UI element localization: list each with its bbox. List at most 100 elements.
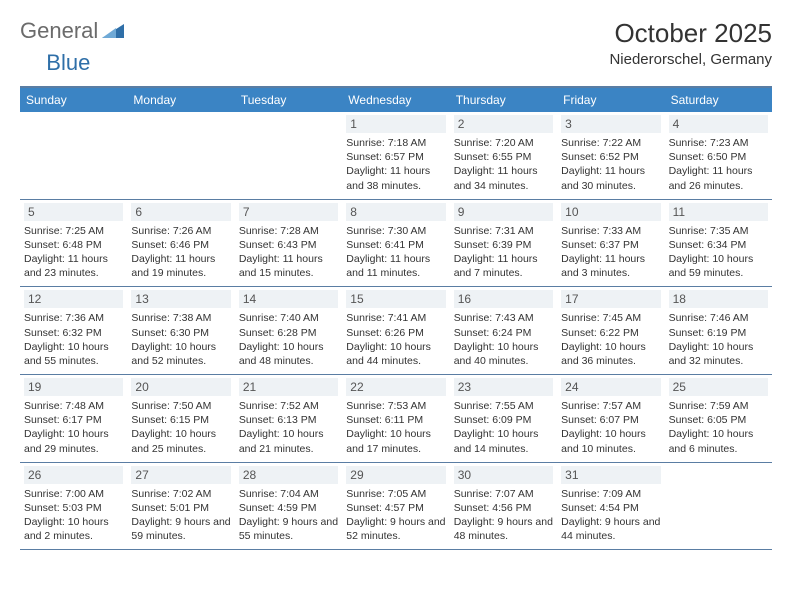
daylight-line: Daylight: 10 hours and 2 minutes. — [24, 515, 123, 543]
sunset-line: Sunset: 6:57 PM — [346, 150, 445, 164]
day-cell: 25Sunrise: 7:59 AMSunset: 6:05 PMDayligh… — [665, 375, 772, 462]
sunset-line: Sunset: 6:46 PM — [131, 238, 230, 252]
daylight-line: Daylight: 10 hours and 10 minutes. — [561, 427, 660, 455]
sunset-line: Sunset: 6:34 PM — [669, 238, 768, 252]
day-details: Sunrise: 7:23 AMSunset: 6:50 PMDaylight:… — [669, 136, 768, 193]
daylight-line: Daylight: 10 hours and 32 minutes. — [669, 340, 768, 368]
sunrise-line: Sunrise: 7:33 AM — [561, 224, 660, 238]
sunset-line: Sunset: 6:48 PM — [24, 238, 123, 252]
day-cell: 13Sunrise: 7:38 AMSunset: 6:30 PMDayligh… — [127, 287, 234, 374]
day-details: Sunrise: 7:26 AMSunset: 6:46 PMDaylight:… — [131, 224, 230, 281]
sunset-line: Sunset: 6:41 PM — [346, 238, 445, 252]
day-cell: 2Sunrise: 7:20 AMSunset: 6:55 PMDaylight… — [450, 112, 557, 199]
day-number: 13 — [131, 290, 230, 308]
day-cell: 18Sunrise: 7:46 AMSunset: 6:19 PMDayligh… — [665, 287, 772, 374]
day-number: 11 — [669, 203, 768, 221]
sunset-line: Sunset: 6:37 PM — [561, 238, 660, 252]
sunset-line: Sunset: 6:43 PM — [239, 238, 338, 252]
day-cell: 17Sunrise: 7:45 AMSunset: 6:22 PMDayligh… — [557, 287, 664, 374]
day-cell: 31 Sunrise: 7:09 AMSunset: 4:54 PMDayligh… — [557, 463, 664, 550]
day-cell: 6Sunrise: 7:26 AMSunset: 6:46 PMDaylight… — [127, 200, 234, 287]
day-number: 22 — [346, 378, 445, 396]
sunset-line: Sunset: 6:55 PM — [454, 150, 553, 164]
sunrise-line: Sunrise: 7:00 AM — [24, 487, 123, 501]
daylight-line: Daylight: 11 hours and 30 minutes. — [561, 164, 660, 192]
daylight-line: Daylight: 9 hours and 59 minutes. — [131, 515, 230, 543]
day-cell: 9Sunrise: 7:31 AMSunset: 6:39 PMDaylight… — [450, 200, 557, 287]
day-cell: 30Sunrise: 7:07 AMSunset: 4:56 PMDayligh… — [450, 463, 557, 550]
sunset-line: Sunset: 6:17 PM — [24, 413, 123, 427]
day-details: Sunrise: 7:48 AMSunset: 6:17 PMDaylight:… — [24, 399, 123, 456]
day-cell: 27Sunrise: 7:02 AMSunset: 5:01 PMDayligh… — [127, 463, 234, 550]
sunset-line: Sunset: 6:52 PM — [561, 150, 660, 164]
sunset-line: Sunset: 5:03 PM — [24, 501, 123, 515]
sunset-line: Sunset: 6:26 PM — [346, 326, 445, 340]
sunset-line: Sunset: 6:05 PM — [669, 413, 768, 427]
brand-text-blue: Blue — [46, 50, 90, 76]
day-details: Sunrise: 7:25 AMSunset: 6:48 PMDaylight:… — [24, 224, 123, 281]
day-cell — [20, 112, 127, 199]
daylight-line: Daylight: 10 hours and 36 minutes. — [561, 340, 660, 368]
sunset-line: Sunset: 4:56 PM — [454, 501, 553, 515]
week-row: 26Sunrise: 7:00 AMSunset: 5:03 PMDayligh… — [20, 463, 772, 551]
day-number: 23 — [454, 378, 553, 396]
weekday-wednesday: Wednesday — [342, 88, 449, 112]
week-row: 5 Sunrise: 7:25 AMSunset: 6:48 PMDaylight… — [20, 200, 772, 288]
sunrise-line: Sunrise: 7:28 AM — [239, 224, 338, 238]
day-cell: 22 Sunrise: 7:53 AMSunset: 6:11 PMDayligh… — [342, 375, 449, 462]
title-block: October 2025 Niederorschel, Germany — [609, 18, 772, 68]
daylight-line: Daylight: 9 hours and 52 minutes. — [346, 515, 445, 543]
sunrise-line: Sunrise: 7:07 AM — [454, 487, 553, 501]
day-cell — [235, 112, 342, 199]
day-details: Sunrise: 7:50 AMSunset: 6:15 PMDaylight:… — [131, 399, 230, 456]
sunset-line: Sunset: 6:28 PM — [239, 326, 338, 340]
day-cell: 3Sunrise: 7:22 AMSunset: 6:52 PMDaylight… — [557, 112, 664, 199]
sunrise-line: Sunrise: 7:02 AM — [131, 487, 230, 501]
sunrise-line: Sunrise: 7:59 AM — [669, 399, 768, 413]
day-number: 24 — [561, 378, 660, 396]
weekday-sunday: Sunday — [20, 88, 127, 112]
day-details: Sunrise: 7:20 AMSunset: 6:55 PMDaylight:… — [454, 136, 553, 193]
daylight-line: Daylight: 10 hours and 21 minutes. — [239, 427, 338, 455]
day-number: 1 — [346, 115, 445, 133]
day-number: 29 — [346, 466, 445, 484]
weekday-thursday: Thursday — [450, 88, 557, 112]
sunrise-line: Sunrise: 7:09 AM — [561, 487, 660, 501]
weekday-monday: Monday — [127, 88, 234, 112]
calendar: Sunday Monday Tuesday Wednesday Thursday… — [20, 86, 772, 550]
day-details: Sunrise: 7:18 AMSunset: 6:57 PMDaylight:… — [346, 136, 445, 193]
day-details: Sunrise: 7:09 AMSunset: 4:54 PMDaylight:… — [561, 487, 660, 544]
sunrise-line: Sunrise: 7:55 AM — [454, 399, 553, 413]
sunset-line: Sunset: 5:01 PM — [131, 501, 230, 515]
day-details: Sunrise: 7:46 AMSunset: 6:19 PMDaylight:… — [669, 311, 768, 368]
day-number: 12 — [24, 290, 123, 308]
sunset-line: Sunset: 6:09 PM — [454, 413, 553, 427]
daylight-line: Daylight: 10 hours and 6 minutes. — [669, 427, 768, 455]
day-cell: 11 Sunrise: 7:35 AMSunset: 6:34 PMDayligh… — [665, 200, 772, 287]
day-cell: 21Sunrise: 7:52 AMSunset: 6:13 PMDayligh… — [235, 375, 342, 462]
day-number: 5 — [24, 203, 123, 221]
daylight-line: Daylight: 10 hours and 14 minutes. — [454, 427, 553, 455]
day-number: 31 — [561, 466, 660, 484]
day-cell: 23 Sunrise: 7:55 AMSunset: 6:09 PMDayligh… — [450, 375, 557, 462]
sunrise-line: Sunrise: 7:23 AM — [669, 136, 768, 150]
day-cell: 20Sunrise: 7:50 AMSunset: 6:15 PMDayligh… — [127, 375, 234, 462]
day-details: Sunrise: 7:33 AMSunset: 6:37 PMDaylight:… — [561, 224, 660, 281]
daylight-line: Daylight: 10 hours and 40 minutes. — [454, 340, 553, 368]
weekday-tuesday: Tuesday — [235, 88, 342, 112]
sunset-line: Sunset: 4:54 PM — [561, 501, 660, 515]
sunrise-line: Sunrise: 7:45 AM — [561, 311, 660, 325]
day-number: 15 — [346, 290, 445, 308]
sunset-line: Sunset: 6:19 PM — [669, 326, 768, 340]
day-details: Sunrise: 7:53 AMSunset: 6:11 PMDaylight:… — [346, 399, 445, 456]
sunrise-line: Sunrise: 7:48 AM — [24, 399, 123, 413]
sunset-line: Sunset: 6:15 PM — [131, 413, 230, 427]
day-details: Sunrise: 7:28 AMSunset: 6:43 PMDaylight:… — [239, 224, 338, 281]
sunrise-line: Sunrise: 7:18 AM — [346, 136, 445, 150]
sunset-line: Sunset: 6:30 PM — [131, 326, 230, 340]
brand-logo: General — [20, 18, 126, 44]
day-number: 9 — [454, 203, 553, 221]
sunrise-line: Sunrise: 7:52 AM — [239, 399, 338, 413]
day-details: Sunrise: 7:35 AMSunset: 6:34 PMDaylight:… — [669, 224, 768, 281]
day-number: 8 — [346, 203, 445, 221]
